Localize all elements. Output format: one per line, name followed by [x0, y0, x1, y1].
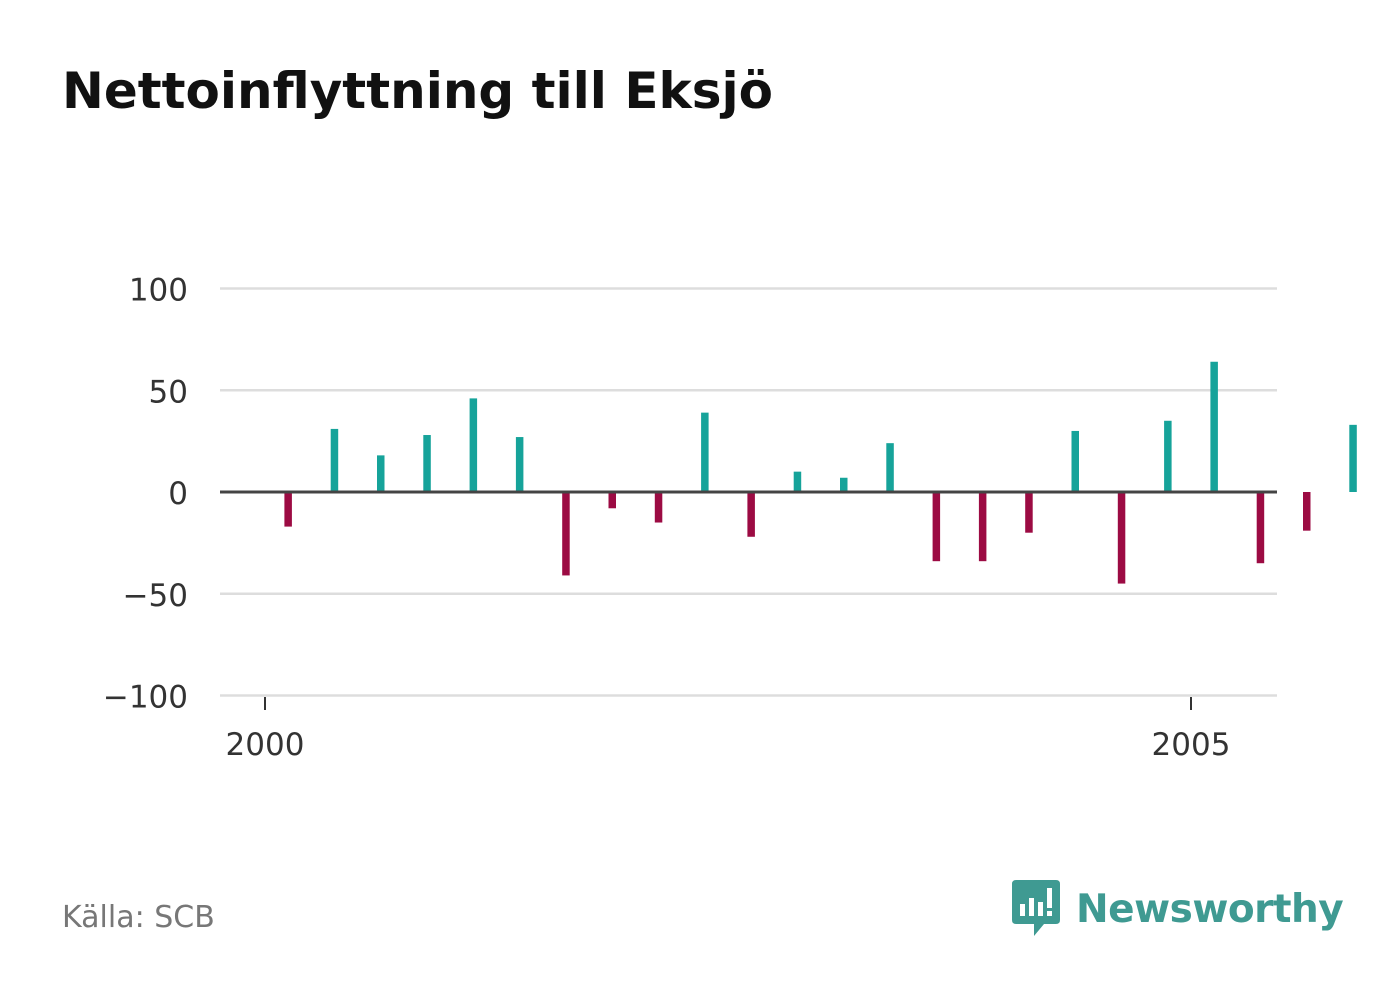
bar [840, 477, 848, 492]
bar [701, 412, 709, 492]
y-tick-label: −100 [103, 680, 188, 716]
bar [1256, 492, 1265, 564]
bar [1303, 492, 1311, 531]
bar [284, 492, 292, 527]
bar [1117, 492, 1126, 584]
newsworthy-logo: Newsworthy [1010, 878, 1344, 940]
bar [469, 398, 478, 492]
bar [978, 492, 987, 562]
bar [562, 492, 570, 576]
newsworthy-chat-bars-icon [1012, 880, 1060, 936]
bar [793, 471, 802, 492]
chart-title: Nettoinflyttning till Eksjö [62, 62, 774, 120]
bar [377, 455, 385, 492]
bar [747, 492, 755, 537]
bar [1210, 361, 1218, 492]
y-tick-label: 0 [168, 476, 188, 512]
x-tick-label: 2000 [226, 727, 305, 763]
bar [1071, 430, 1079, 492]
brand-name: Newsworthy [1076, 886, 1344, 932]
bar [515, 437, 524, 492]
bar [1025, 492, 1033, 533]
bar [654, 492, 663, 523]
y-tick-label: −50 [123, 578, 188, 614]
y-tick-label: 100 [129, 273, 188, 309]
bar [1164, 420, 1172, 492]
bar [330, 428, 339, 492]
bar [1349, 424, 1357, 492]
source-label: Källa: SCB [62, 900, 215, 935]
bar [932, 492, 941, 562]
y-tick-label: 50 [149, 374, 188, 410]
bar [423, 435, 431, 492]
bar [886, 443, 894, 492]
x-tick-label: 2005 [1152, 727, 1231, 763]
bar [608, 492, 616, 509]
